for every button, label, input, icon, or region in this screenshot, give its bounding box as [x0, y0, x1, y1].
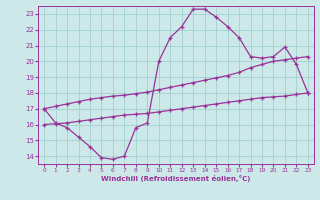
X-axis label: Windchill (Refroidissement éolien,°C): Windchill (Refroidissement éolien,°C) [101, 175, 251, 182]
